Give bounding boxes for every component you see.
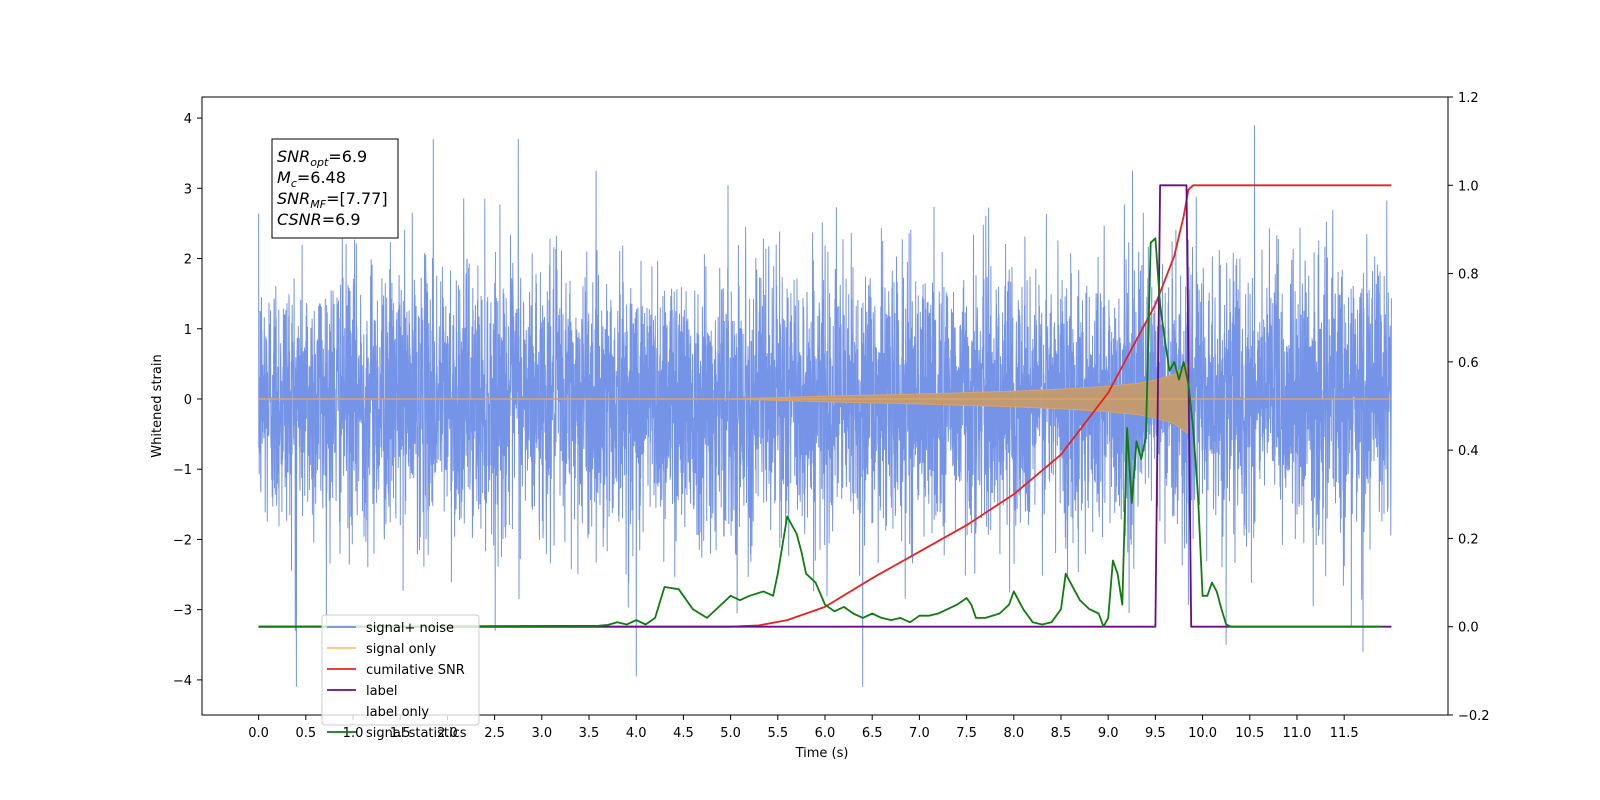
legend-label: signal only [366,642,436,657]
y-left-tick-label: 4 [184,112,192,127]
x-tick-label: 7.5 [956,726,977,741]
series-line-signal-noise [258,125,1392,687]
x-tick-label: 3.0 [531,726,552,741]
y-left-tick-label: 3 [184,182,192,197]
x-tick-label: 7.0 [909,726,930,741]
x-tick-label: 1.5 [390,726,411,741]
legend-label: label only [366,705,429,720]
y-right-tick-label: −0.2 [1458,709,1490,724]
x-tick-label: 8.5 [1051,726,1072,741]
x-tick-label: 0.5 [295,726,316,741]
x-tick-label: 6.0 [815,726,836,741]
metric-annotation: SNRopt=6.9 [277,147,367,169]
x-tick-label: 0.0 [248,726,269,741]
x-tick-label: 6.5 [862,726,883,741]
y-right-tick-label: 0.4 [1458,444,1479,459]
metric-annotation: Mc=6.48 [277,168,346,190]
legend-label: cumilative SNR [366,663,465,678]
y-left-tick-label: −4 [173,674,192,689]
x-tick-label: 10.0 [1188,726,1217,741]
y-right-tick-label: 0.6 [1458,356,1479,371]
y-axis-left-label: Whitened strain [150,354,165,457]
series-line-cumulative-snr [258,184,1392,628]
x-axis: 0.0 0.5 1.0 1.5 2.0 2.5 3.0 3.5 4.0 4.5 5.0 5.5 6.0 6… [248,715,1359,741]
x-tick-label: 11.5 [1330,726,1359,741]
y-right-tick-label: 0.0 [1458,621,1479,636]
x-axis-label: Time (s) [795,746,849,761]
y-right-tick-label: 0.8 [1458,268,1479,283]
y-left-tick-label: −1 [173,463,192,478]
y-axis-right: 1.2 1.0 0.8 0.6 0.4 0.2 0.0 −0.2 [1448,91,1490,724]
y-left-tick-label: 2 [184,253,192,268]
x-tick-label: 3.5 [579,726,600,741]
y-left-tick-label: −2 [173,533,192,548]
x-tick-label: 2.0 [437,726,458,741]
y-right-tick-label: 1.0 [1458,179,1479,194]
x-tick-label: 10.5 [1235,726,1264,741]
legend-frame [321,614,480,726]
legend-label: label [366,684,397,699]
y-right-tick-label: 1.2 [1458,91,1479,106]
y-axis-left: 4 3 2 1 0 −1 −2 −3 −4 [173,112,202,689]
legend: signal+ noise signal only cumilative SNR la… [321,614,480,741]
x-tick-label: 4.0 [626,726,647,741]
x-tick-label: 9.0 [1098,726,1119,741]
x-tick-label: 9.5 [1145,726,1166,741]
y-left-tick-label: 1 [184,323,192,338]
metric-annotation: SNRMF=[7.77] [277,189,388,211]
x-tick-label: 4.5 [673,726,694,741]
series-line-signal-statistics [258,237,1382,628]
legend-label: signal+ noise [366,621,454,636]
series-line-label [258,184,1392,628]
metric-annotation: CSNR=6.9 [277,210,361,229]
x-tick-label: 5.0 [720,726,741,741]
x-tick-label: 8.0 [1003,726,1024,741]
y-right-tick-label: 0.2 [1458,532,1479,547]
x-tick-label: 2.5 [484,726,505,741]
legend-label: signal statistics [366,726,467,741]
y-left-tick-label: −3 [173,604,192,619]
x-tick-label: 11.0 [1282,726,1311,741]
x-tick-label: 1.0 [343,726,364,741]
plot-area [258,125,1392,687]
info-box-frame [271,138,399,239]
x-tick-label: 5.5 [767,726,788,741]
y-left-tick-label: 0 [184,393,192,408]
